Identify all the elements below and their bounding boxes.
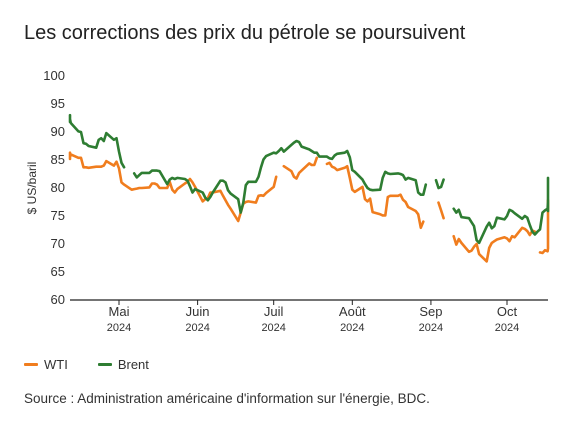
series-line-wti [282,156,319,180]
series-line-wti [538,199,550,255]
series-line-brent [434,178,445,190]
x-tick-label-month: Juil [264,304,284,319]
series-line-wti [452,226,537,263]
y-tick-label: 85 [51,152,65,167]
y-tick-label: 70 [51,236,65,251]
x-tick-label-year: 2024 [340,322,364,334]
x-tick-label-month: Mai [109,304,130,319]
y-tick-label: 90 [51,124,65,139]
series-line-brent [132,139,428,214]
series-line-wti [325,161,425,230]
y-tick-label: 60 [51,292,65,307]
x-tick-label-month: Oct [497,304,518,319]
y-axis-label: $ US/baril [25,162,39,215]
legend-label-wti: WTI [44,357,68,372]
source-note: Source : Administration américaine d'inf… [24,391,430,406]
y-tick-label: 65 [51,264,65,279]
y-tick-label: 100 [43,68,65,83]
x-tick-label-month: Août [339,304,366,319]
series-line-brent [452,176,550,245]
y-tick-label: 95 [51,96,65,111]
x-tick-label-year: 2024 [495,322,519,334]
legend-item-brent: Brent [97,357,149,372]
series-line-brent [68,113,126,169]
x-tick-label-year: 2024 [261,322,285,334]
x-tick-label-year: 2024 [419,322,443,334]
x-tick-label-year: 2024 [185,322,209,334]
chart-title: Les corrections des prix du pétrole se p… [24,22,466,44]
x-tick-label-year: 2024 [107,322,131,334]
y-tick-label: 75 [51,208,65,223]
legend: WTI Brent [24,357,149,372]
y-tick-label: 80 [51,180,65,195]
x-tick-label-month: Juin [186,304,210,319]
x-tick-label-month: Sep [419,304,442,319]
legend-swatch-wti [24,363,38,366]
series-line-wti [437,201,445,220]
legend-swatch-brent [97,363,112,366]
legend-item-wti: WTI [24,357,68,372]
legend-label-brent: Brent [117,357,149,372]
